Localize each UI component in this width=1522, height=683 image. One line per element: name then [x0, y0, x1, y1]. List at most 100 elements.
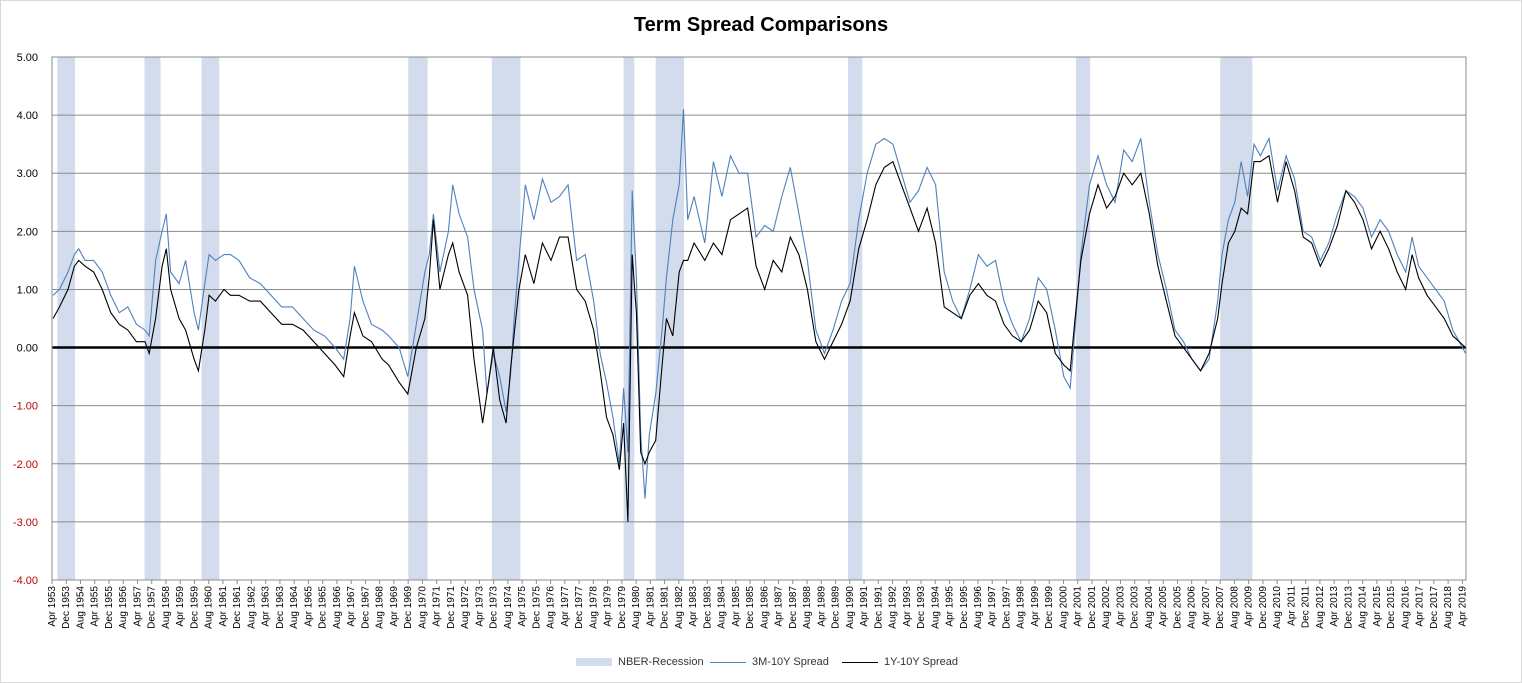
x-tick-label: Dec 2007: [1215, 586, 1226, 629]
x-tick-label: Apr 2017: [1415, 586, 1426, 627]
plot-border: [51, 56, 1467, 581]
x-tick-label: Aug 2008: [1229, 586, 1240, 629]
legend-swatch-3m: [710, 661, 746, 663]
x-tick-label: Dec 1973: [489, 586, 500, 629]
x-tick-label: Dec 1983: [702, 586, 713, 629]
x-tick-label: Aug 1988: [802, 586, 813, 629]
x-tick-label: Apr 1955: [90, 586, 101, 627]
x-tick-label: Dec 1999: [1044, 586, 1055, 629]
x-tick-label: Dec 1995: [959, 586, 970, 629]
x-tick-label: Aug 2018: [1443, 586, 1454, 629]
x-tick-label: Apr 1963: [261, 586, 272, 627]
legend-item-1y: 1Y-10Y Spread: [842, 655, 958, 669]
x-tick-label: Aug 1970: [417, 586, 428, 629]
y-tick-label: -4.00: [13, 575, 38, 587]
y-tick-label: 3.00: [17, 168, 38, 180]
legend-label-3m: 3M-10Y Spread: [752, 656, 829, 668]
recession-band: [848, 57, 863, 580]
x-tick-label: Dec 2005: [1172, 586, 1183, 629]
y-tick-label: 2.00: [17, 226, 38, 238]
x-tick-label: Apr 1987: [774, 586, 785, 627]
x-tick-label: Apr 1993: [902, 586, 913, 627]
x-tick-label: Apr 1969: [389, 586, 400, 627]
y-tick-label: 0.00: [17, 343, 38, 355]
x-tick-label: Aug 2016: [1400, 586, 1411, 629]
x-tick-label: Aug 1994: [930, 586, 941, 629]
x-tick-label: Aug 2002: [1101, 586, 1112, 629]
recession-band: [655, 57, 685, 580]
x-tick-label: Dec 1961: [232, 586, 243, 629]
x-tick-label: Aug 1960: [204, 586, 215, 629]
x-tick-label: Dec 1989: [831, 586, 842, 629]
x-tick-label: Dec 2011: [1301, 586, 1312, 629]
x-tick-label: Apr 2003: [1115, 586, 1126, 627]
x-tick-label: Apr 1959: [175, 586, 186, 627]
x-tick-label: Aug 2012: [1315, 586, 1326, 629]
recession-band: [1220, 57, 1253, 580]
x-tick-label: Aug 1998: [1016, 586, 1027, 629]
x-tick-label: Dec 2017: [1429, 586, 1440, 629]
recession-band: [201, 57, 220, 580]
y-tick-label: -2.00: [13, 459, 38, 471]
legend: NBER-Recession 3M-10Y Spread 1Y-10Y Spre…: [0, 655, 1522, 669]
x-tick-label: Dec 1993: [916, 586, 927, 629]
legend-swatch-band: [576, 658, 612, 666]
x-tick-label: Dec 1987: [788, 586, 799, 629]
x-tick-label: Apr 1999: [1030, 586, 1041, 627]
x-tick-label: Apr 1989: [816, 586, 827, 627]
recession-band: [1076, 57, 1091, 580]
recession-bands: [57, 57, 1253, 580]
x-tick-label: Apr 1973: [474, 586, 485, 627]
x-tick-label: Apr 1985: [731, 586, 742, 627]
series-lines: [52, 109, 1467, 522]
x-tick-label: Aug 1958: [161, 586, 172, 629]
x-tick-label: Apr 1991: [859, 586, 870, 627]
x-tick-label: Dec 1953: [61, 586, 72, 629]
x-tick-label: Dec 2009: [1258, 586, 1269, 629]
y-tick-label: -1.00: [13, 401, 38, 413]
x-tick-label: Dec 1985: [745, 586, 756, 629]
recession-band: [623, 57, 635, 580]
x-tick-label: Aug 1974: [503, 586, 514, 629]
legend-item-3m: 3M-10Y Spread: [710, 655, 829, 669]
recession-band: [57, 57, 76, 580]
x-tick-label: Dec 2001: [1087, 586, 1098, 629]
x-tick-label: Dec 1959: [189, 586, 200, 629]
x-tick-label: Dec 2013: [1343, 586, 1354, 629]
x-tick-label: Apr 2011: [1286, 586, 1297, 626]
x-tick-label: Aug 1982: [674, 586, 685, 629]
x-tick-label: Dec 1991: [873, 586, 884, 629]
x-tick-label: Apr 2013: [1329, 586, 1340, 627]
x-tick-label: Apr 1957: [132, 586, 143, 627]
x-tick-label: Apr 2019: [1457, 586, 1468, 627]
x-tick-label: Aug 2014: [1358, 586, 1369, 629]
legend-label-1y: 1Y-10Y Spread: [884, 656, 959, 668]
legend-swatch-1y: [842, 661, 878, 663]
x-tick-label: Apr 2005: [1158, 586, 1169, 627]
series-line-1y-10y-spread: [52, 154, 1466, 522]
x-tick-label: Aug 1972: [460, 586, 471, 629]
x-tick-label: Aug 1962: [246, 586, 257, 629]
recession-band: [408, 57, 428, 580]
x-tick-label: Apr 2001: [1073, 586, 1084, 627]
x-tick-label: Aug 2000: [1058, 586, 1069, 629]
x-tick-label: Dec 1981: [660, 586, 671, 629]
x-tick-label: Apr 2015: [1372, 586, 1383, 627]
x-tick-label: Aug 1984: [717, 586, 728, 629]
x-tick-label: Aug 1990: [845, 586, 856, 629]
x-tick-label: Dec 1965: [318, 586, 329, 629]
x-tick-label: Aug 1966: [332, 586, 343, 629]
x-tick-label: Apr 1971: [432, 586, 443, 627]
x-tick-label: Dec 2015: [1386, 586, 1397, 629]
x-tick-label: Dec 1979: [617, 586, 628, 629]
x-tick-label: Aug 1956: [118, 586, 129, 629]
x-tick-label: Aug 1986: [759, 586, 770, 629]
x-tick-label: Apr 1977: [560, 586, 571, 627]
x-tick-label: Aug 2010: [1272, 586, 1283, 629]
y-tick-label: 5.00: [17, 52, 38, 64]
x-tick-label: Aug 1976: [546, 586, 557, 629]
x-tick-label: Dec 1955: [104, 586, 115, 629]
x-tick-label: Apr 1961: [218, 586, 229, 627]
